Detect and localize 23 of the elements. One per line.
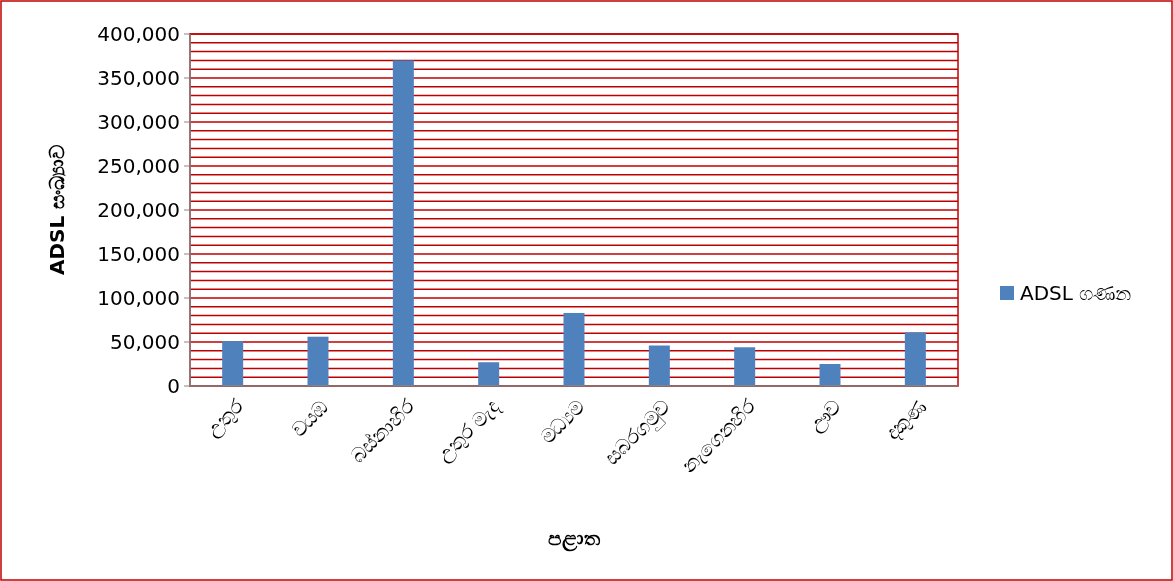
x-tick-label: ඌව <box>803 394 847 438</box>
bar <box>819 364 841 386</box>
y-tick-label: 350,000 <box>97 66 180 90</box>
y-tick-label: 250,000 <box>97 154 180 178</box>
y-tick-label: 50,000 <box>110 330 180 354</box>
y-tick-label: 400,000 <box>97 22 180 46</box>
y-tick-label: 150,000 <box>97 242 180 266</box>
bar <box>222 341 244 386</box>
y-tick-label: 0 <box>167 374 180 398</box>
y-tick-label: 300,000 <box>97 110 180 134</box>
y-tick-label: 200,000 <box>97 198 180 222</box>
bar <box>904 332 926 386</box>
bar <box>648 345 670 386</box>
bar <box>307 336 329 386</box>
x-axis-title: පළාත <box>548 526 601 552</box>
legend-label: ADSL ගණන <box>1020 281 1132 305</box>
bar <box>563 312 585 386</box>
legend: ADSL ගණන <box>1000 281 1132 305</box>
bar <box>392 60 414 386</box>
bar <box>478 362 500 386</box>
y-axis-title: ADSL සංඛ්‍යාව <box>45 144 69 276</box>
y-tick-label: 100,000 <box>97 286 180 310</box>
bar <box>734 347 756 386</box>
